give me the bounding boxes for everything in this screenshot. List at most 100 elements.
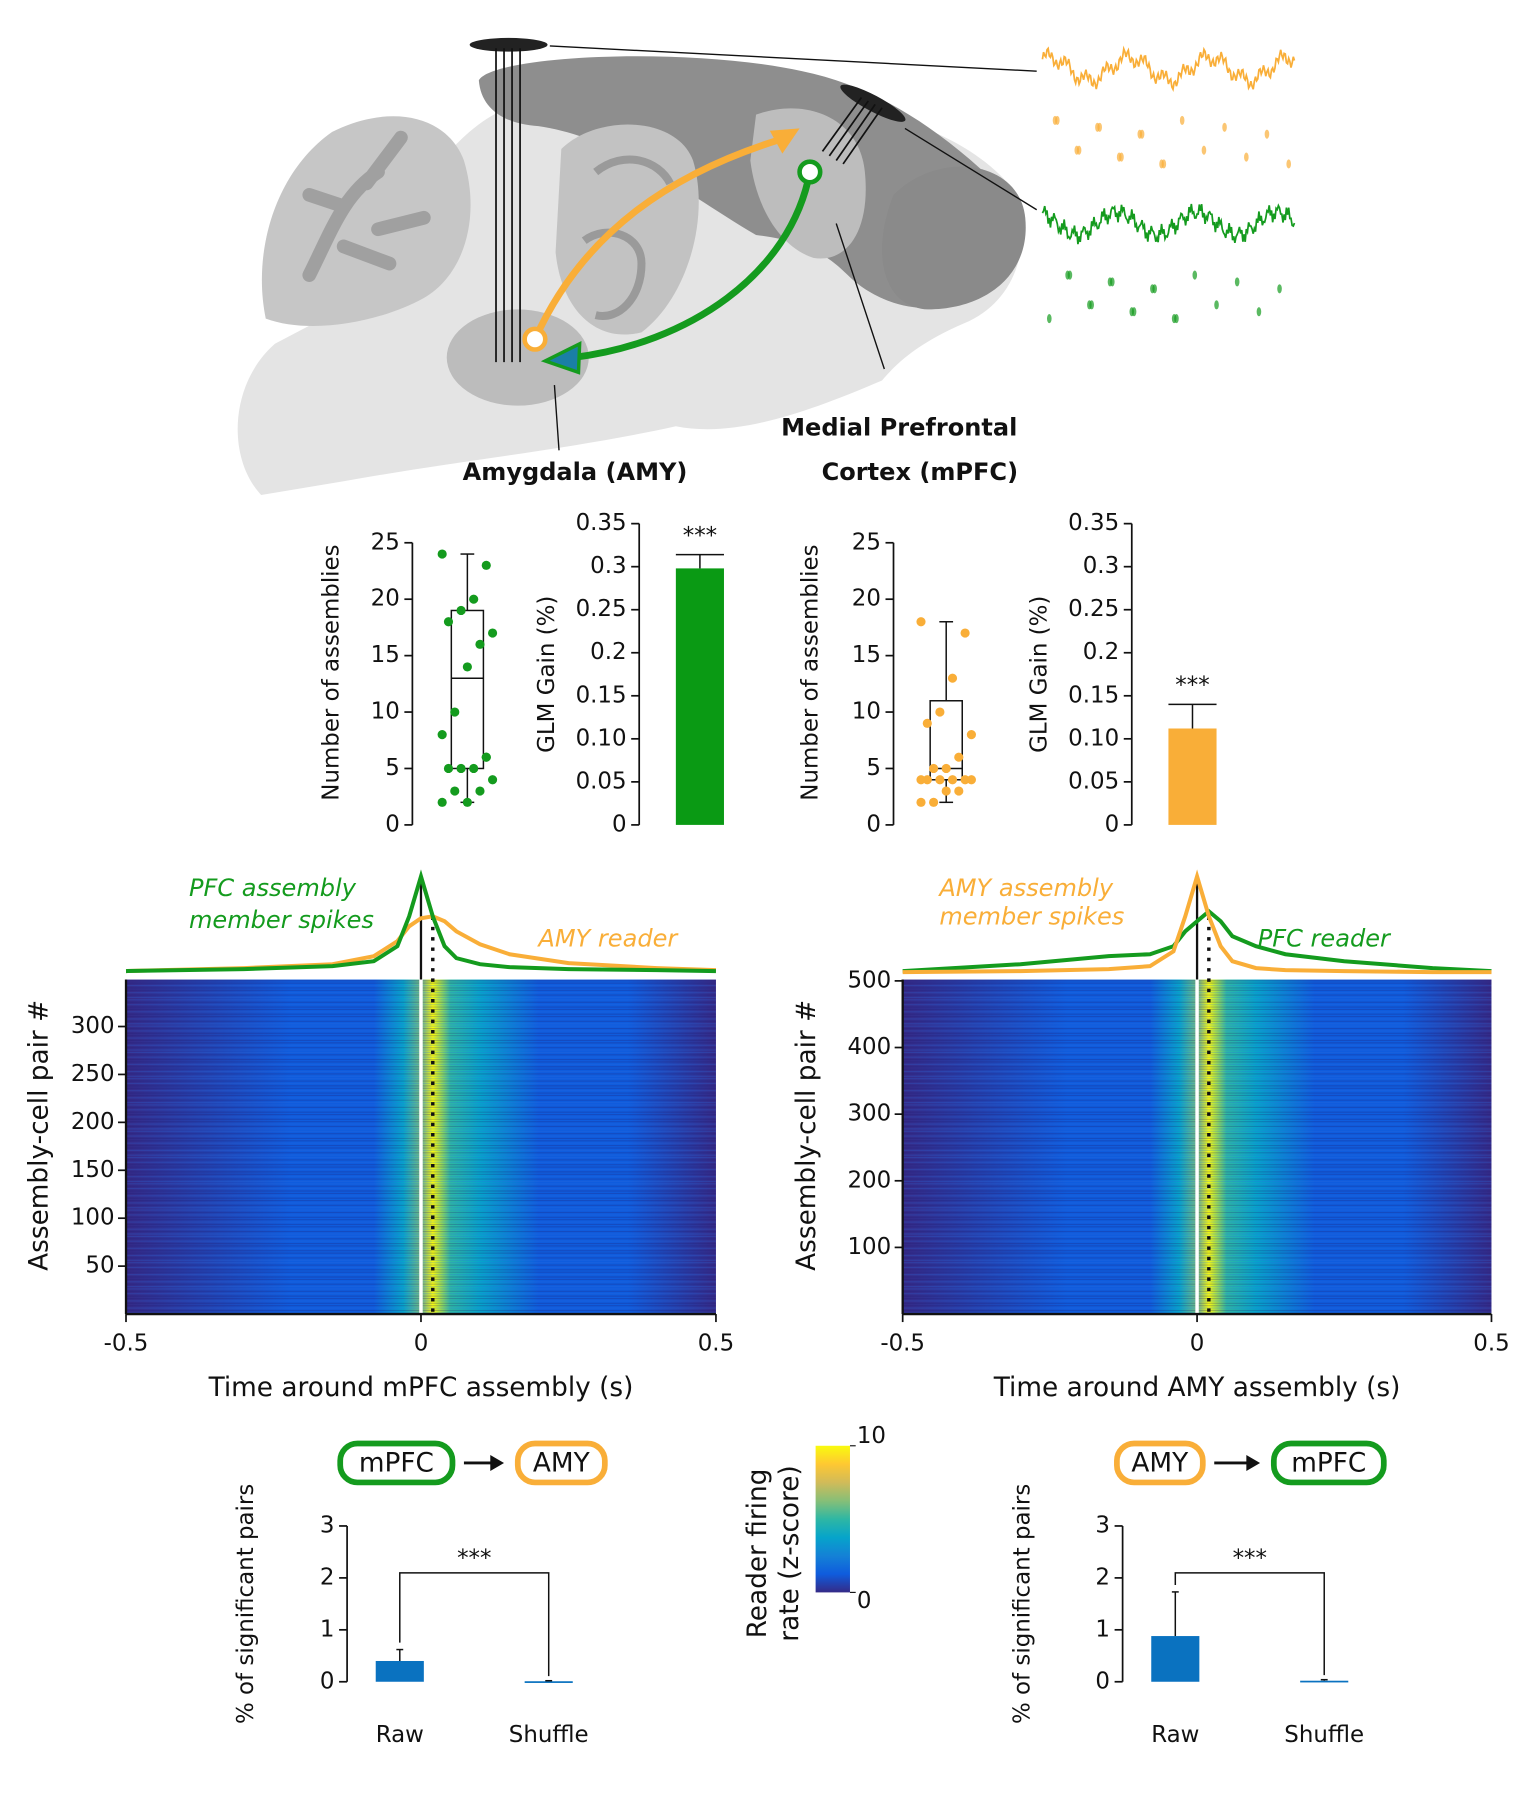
- data-point: [456, 605, 466, 616]
- y-axis-label: % of significant pairs: [233, 1484, 259, 1724]
- amygdala-region: [446, 309, 589, 406]
- data-point: [941, 786, 951, 796]
- spike-tick: [1222, 122, 1227, 132]
- y-tick-label: 1: [1095, 1616, 1110, 1642]
- spike-tick: [1110, 277, 1115, 287]
- x-axis-label: Time around mPFC assembly (s): [208, 1373, 634, 1403]
- raw-trace: [1041, 203, 1296, 245]
- y-tick-label: 20: [852, 586, 881, 612]
- flow-arrowhead: [1246, 1454, 1261, 1471]
- spike-tick: [1097, 122, 1102, 132]
- y-tick-label: 25: [852, 529, 881, 555]
- data-point: [960, 628, 970, 638]
- y-tick-label: 0.2: [1083, 639, 1119, 665]
- y-tick-label: 0: [1095, 1668, 1110, 1694]
- y-tick-label: 500: [847, 967, 891, 993]
- data-point: [954, 752, 964, 762]
- data-point: [966, 730, 976, 740]
- x-tick-label: 0: [414, 1330, 429, 1356]
- data-point: [929, 797, 939, 807]
- spike-tick: [1256, 307, 1262, 317]
- y-tick-label: 50: [85, 1253, 114, 1279]
- data-point: [450, 707, 460, 717]
- bar: [524, 1681, 573, 1683]
- data-point: [487, 628, 498, 638]
- significance-label: ***: [1175, 673, 1209, 699]
- y-axis-label: Number of assemblies: [798, 544, 824, 800]
- y-tick-label: 5: [385, 755, 400, 781]
- x-tick-label: Shuffle: [509, 1722, 589, 1748]
- flow-arrowhead: [490, 1454, 505, 1471]
- electrode-base: [469, 37, 548, 52]
- spike-tick: [1076, 145, 1082, 155]
- x-tick-label: 0: [1190, 1330, 1205, 1356]
- data-point: [916, 617, 926, 627]
- y-tick-label: 2: [1095, 1564, 1110, 1590]
- spike-tick: [1286, 159, 1292, 169]
- trace-line: [125, 869, 716, 974]
- data-point: [916, 775, 926, 785]
- data-point: [469, 594, 479, 604]
- region-box-label: mPFC: [1291, 1449, 1366, 1479]
- y-tick-label: 400: [847, 1034, 891, 1060]
- y-tick-label: 100: [71, 1205, 115, 1231]
- y-tick-label: 3: [1095, 1512, 1110, 1538]
- data-point: [443, 617, 454, 627]
- data-point: [475, 639, 485, 649]
- bar: [1300, 1680, 1349, 1683]
- y-tick-label: 0.10: [576, 725, 627, 751]
- y-axis-label: GLM Gain (%): [1027, 596, 1053, 753]
- y-tick-label: 1: [320, 1616, 335, 1642]
- spike-tick: [1119, 152, 1124, 162]
- data-point: [437, 730, 447, 740]
- spike-tick: [1234, 277, 1240, 287]
- data-point: [437, 797, 447, 807]
- colorbar-tick-label: 0: [857, 1588, 872, 1614]
- data-point: [437, 549, 447, 559]
- spike-tick: [1214, 300, 1219, 310]
- annotation: PFC reader: [1258, 924, 1392, 952]
- data-point: [475, 786, 485, 796]
- y-tick-label: 100: [847, 1234, 891, 1260]
- spike-tick: [1089, 300, 1094, 310]
- region-box: [1270, 1440, 1387, 1486]
- electrode-base: [840, 84, 906, 122]
- y-tick-label: 200: [847, 1167, 891, 1193]
- y-tick-label: 0.2: [590, 639, 626, 665]
- region-label: Medial Prefrontal: [781, 414, 1017, 442]
- data-point: [947, 775, 958, 785]
- x-tick-label: 0.5: [1473, 1330, 1509, 1356]
- spike-tick: [1277, 284, 1282, 294]
- arrowhead: [769, 128, 800, 154]
- spike-tick: [1152, 284, 1157, 294]
- y-tick-label: 0: [866, 811, 881, 837]
- trace-line: [902, 869, 1492, 975]
- region-box-label: mPFC: [359, 1449, 434, 1479]
- x-tick-label: -0.5: [880, 1330, 925, 1356]
- y-tick-label: 0.35: [576, 510, 627, 536]
- y-tick-label: 0.15: [576, 682, 627, 708]
- y-tick-label: 0.3: [590, 553, 626, 579]
- spike-tick: [1139, 129, 1145, 139]
- electrode-shanks: [495, 48, 521, 363]
- spike-tick: [1264, 129, 1270, 139]
- olfactory-bulb: [882, 166, 1026, 310]
- data-point: [469, 763, 479, 774]
- annotation: AMY assembly: [937, 874, 1113, 902]
- bar: [375, 1660, 424, 1682]
- data-point: [481, 560, 491, 570]
- data-point: [935, 775, 945, 785]
- data-point: [960, 775, 970, 785]
- brain-diagram: Amygdala (AMY) Medial Prefrontal Cortex …: [237, 37, 1296, 495]
- annotation: PFC assembly: [189, 874, 357, 902]
- leader-lines: [549, 45, 1038, 451]
- y-tick-label: 0.05: [1068, 768, 1119, 794]
- bar: [1151, 1636, 1200, 1682]
- spike-tick: [1047, 314, 1052, 324]
- data-point: [443, 763, 454, 774]
- colorbar: [815, 1445, 850, 1593]
- y-tick-label: 3: [320, 1512, 335, 1538]
- significance-label: ***: [683, 523, 717, 549]
